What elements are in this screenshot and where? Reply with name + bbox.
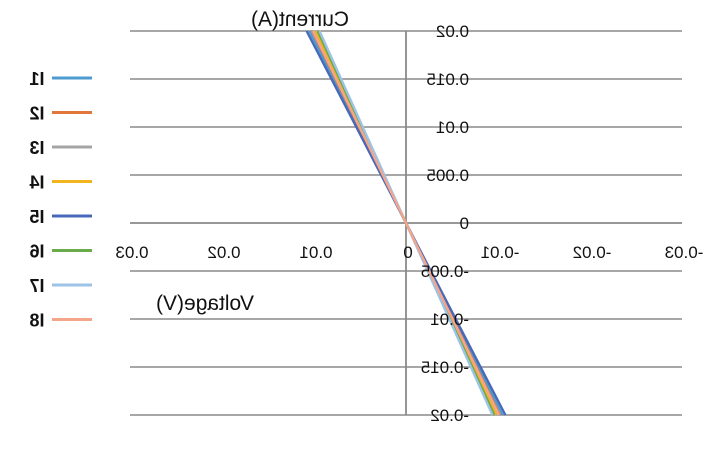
x-tick-label-4: 0.01 (299, 243, 332, 262)
legend-label-i5: I5 (29, 207, 44, 227)
x-axis-title: Voltage(V) (156, 292, 254, 315)
y-tick-label-8: 0.02 (436, 22, 469, 41)
y-tick-label-4: 0 (460, 214, 469, 233)
x-tick-label-1: -0.02 (573, 243, 612, 262)
legend: I1 I2 I3 I4 I5 I6 I7 I8 (29, 69, 92, 331)
x-tick-label-2: -0.01 (481, 243, 520, 262)
legend-label-i4: I4 (29, 173, 44, 193)
legend-label-i7: I7 (29, 276, 44, 296)
x-tick-label-0: -0.03 (665, 243, 704, 262)
series-lines (305, 30, 507, 416)
axis-titles: Current(A) Voltage(V) (156, 8, 349, 315)
y-tick-label-5: 0.005 (426, 166, 469, 185)
legend-label-i6: I6 (29, 242, 44, 262)
x-tick-label-6: 0.03 (115, 243, 148, 262)
legend-label-i1: I1 (29, 69, 44, 89)
y-axis-title: Current(A) (251, 8, 349, 31)
x-tick-label-5: 0.02 (207, 243, 240, 262)
y-tick-label-0: -0.02 (430, 406, 469, 425)
tick-labels: -0.03 -0.02 -0.01 0 0.01 0.02 0.03 -0.02 -0.015 -… (115, 22, 703, 425)
series-line-i8 (311, 30, 501, 416)
legend-label-i8: I8 (29, 311, 44, 331)
x-tick-label-3: 0 (403, 243, 412, 262)
y-tick-label-7: 0.015 (426, 70, 469, 89)
y-tick-label-2: -0.01 (430, 310, 469, 329)
legend-label-i2: I2 (29, 104, 44, 124)
legend-label-i3: I3 (29, 138, 44, 158)
y-tick-label-6: 0.01 (436, 118, 469, 137)
y-tick-label-3: -0.005 (421, 262, 469, 281)
y-tick-label-1: -0.015 (421, 358, 469, 377)
